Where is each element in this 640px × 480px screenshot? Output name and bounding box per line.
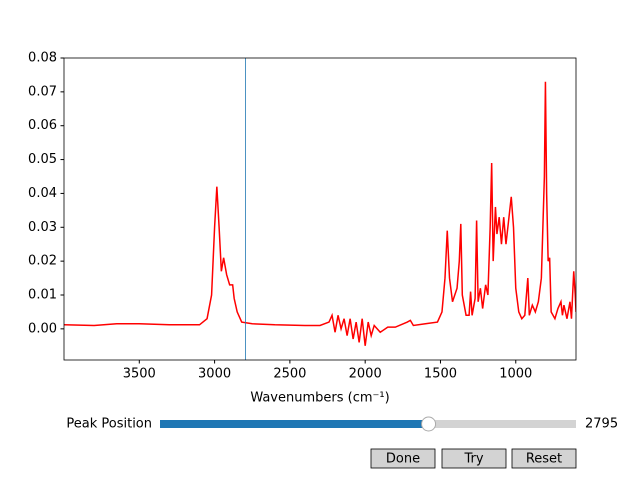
slider-handle[interactable] <box>421 416 437 432</box>
button-label[interactable]: Reset <box>526 452 562 467</box>
button[interactable] <box>511 448 577 469</box>
x-tick-label: 3000 <box>198 367 231 382</box>
y-tick-label: 0.06 <box>28 118 57 133</box>
button-label[interactable]: Done <box>386 452 420 467</box>
slider-fill[interactable] <box>160 420 429 428</box>
y-tick-label: 0.07 <box>28 84 57 99</box>
y-tick-label: 0.04 <box>28 186 57 201</box>
x-tick-label: 2500 <box>273 367 306 382</box>
x-axis-label: Wavenumbers (cm⁻¹) <box>250 391 389 406</box>
plot-frame <box>63 57 577 361</box>
x-tick-label: 1000 <box>499 367 532 382</box>
x-tick-label: 1500 <box>424 367 457 382</box>
button[interactable] <box>441 448 507 469</box>
y-tick-label: 0.05 <box>28 152 57 167</box>
button-label[interactable]: Try <box>463 452 483 467</box>
x-tick-label: 3500 <box>123 367 156 382</box>
y-tick-label: 0.00 <box>28 321 57 336</box>
y-tick-label: 0.08 <box>28 51 57 66</box>
y-tick-label: 0.01 <box>28 287 57 302</box>
slider-value: 2795 <box>585 417 618 432</box>
y-tick-label: 0.03 <box>28 220 57 235</box>
spectrum-line <box>64 81 576 346</box>
x-tick-label: 2000 <box>349 367 382 382</box>
slider-label: Peak Position <box>66 417 152 432</box>
y-tick-label: 0.02 <box>28 254 57 269</box>
button[interactable] <box>370 448 436 469</box>
